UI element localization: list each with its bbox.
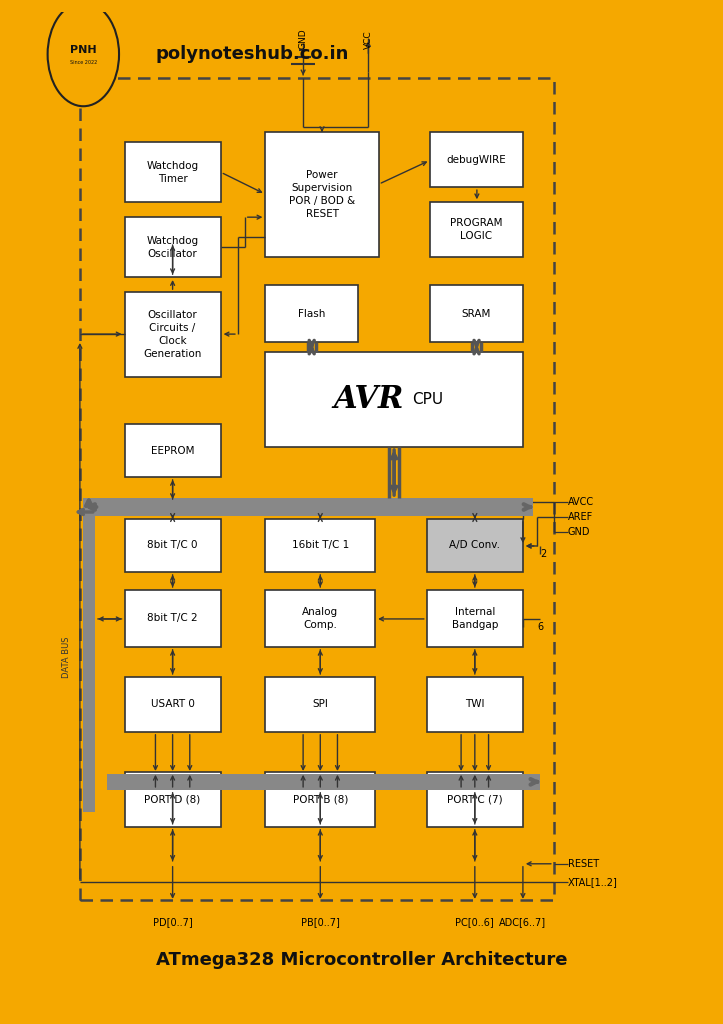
- FancyBboxPatch shape: [265, 519, 375, 572]
- FancyBboxPatch shape: [124, 677, 221, 732]
- Text: debugWIRE: debugWIRE: [447, 155, 506, 165]
- Text: PORT C (7): PORT C (7): [447, 795, 502, 804]
- Text: PORT D (8): PORT D (8): [145, 795, 201, 804]
- Text: AVCC: AVCC: [568, 497, 594, 507]
- FancyBboxPatch shape: [427, 677, 523, 732]
- FancyBboxPatch shape: [107, 774, 540, 790]
- Text: Power
Supervision
POR / BOD &
RESET: Power Supervision POR / BOD & RESET: [289, 170, 355, 219]
- FancyBboxPatch shape: [124, 292, 221, 377]
- Text: PORT B (8): PORT B (8): [293, 795, 348, 804]
- Text: EEPROM: EEPROM: [151, 445, 194, 456]
- Text: 16bit T/C 1: 16bit T/C 1: [291, 541, 349, 551]
- Text: SRAM: SRAM: [462, 308, 491, 318]
- Text: polynoteshub.co.in: polynoteshub.co.in: [155, 45, 348, 63]
- Text: PB[0..7]: PB[0..7]: [301, 916, 340, 927]
- Text: PC[0..6]: PC[0..6]: [455, 916, 495, 927]
- Text: PNH: PNH: [70, 45, 97, 55]
- FancyBboxPatch shape: [265, 590, 375, 647]
- FancyBboxPatch shape: [430, 285, 523, 342]
- Text: Flash: Flash: [298, 308, 325, 318]
- FancyBboxPatch shape: [265, 285, 358, 342]
- Text: 8bit T/C 2: 8bit T/C 2: [147, 613, 198, 624]
- FancyBboxPatch shape: [430, 202, 523, 257]
- FancyBboxPatch shape: [85, 498, 534, 516]
- FancyBboxPatch shape: [427, 519, 523, 572]
- Text: GND: GND: [568, 527, 590, 537]
- Text: AREF: AREF: [568, 512, 593, 522]
- FancyBboxPatch shape: [265, 772, 375, 826]
- Text: Watchdog
Timer: Watchdog Timer: [147, 161, 199, 183]
- FancyBboxPatch shape: [265, 132, 379, 257]
- FancyBboxPatch shape: [124, 772, 221, 826]
- FancyBboxPatch shape: [427, 590, 523, 647]
- FancyBboxPatch shape: [124, 519, 221, 572]
- Text: SPI: SPI: [312, 699, 328, 710]
- Text: XTAL[1..2]: XTAL[1..2]: [568, 877, 617, 887]
- FancyBboxPatch shape: [427, 772, 523, 826]
- Text: VCC: VCC: [364, 31, 373, 49]
- Text: CPU: CPU: [412, 392, 443, 408]
- Text: GND: GND: [299, 29, 307, 49]
- FancyBboxPatch shape: [124, 424, 221, 477]
- FancyBboxPatch shape: [124, 590, 221, 647]
- FancyBboxPatch shape: [265, 352, 523, 447]
- Text: Since 2022: Since 2022: [69, 59, 97, 65]
- FancyBboxPatch shape: [265, 677, 375, 732]
- Circle shape: [48, 2, 119, 106]
- Text: PROGRAM
LOGIC: PROGRAM LOGIC: [450, 218, 502, 241]
- Text: Oscillator
Circuits /
Clock
Generation: Oscillator Circuits / Clock Generation: [143, 310, 202, 358]
- FancyBboxPatch shape: [82, 498, 95, 812]
- Text: Watchdog
Oscillator: Watchdog Oscillator: [147, 236, 199, 258]
- Text: Analog
Comp.: Analog Comp.: [302, 607, 338, 630]
- Text: A/D Conv.: A/D Conv.: [449, 541, 500, 551]
- Text: AVR: AVR: [333, 384, 403, 415]
- Text: 8bit T/C 0: 8bit T/C 0: [147, 541, 198, 551]
- FancyBboxPatch shape: [124, 142, 221, 202]
- Text: USART 0: USART 0: [150, 699, 194, 710]
- FancyBboxPatch shape: [430, 132, 523, 187]
- Text: TWI: TWI: [465, 699, 484, 710]
- Text: Internal
Bandgap: Internal Bandgap: [452, 607, 498, 630]
- Text: DATA BUS: DATA BUS: [61, 636, 71, 678]
- Text: PD[0..7]: PD[0..7]: [153, 916, 192, 927]
- Text: ADC[6..7]: ADC[6..7]: [500, 916, 547, 927]
- FancyBboxPatch shape: [124, 217, 221, 278]
- Text: ATmega328 Microcontroller Architecture: ATmega328 Microcontroller Architecture: [155, 950, 568, 969]
- Text: 2: 2: [540, 549, 547, 559]
- Text: RESET: RESET: [568, 859, 599, 868]
- Text: 6: 6: [537, 622, 543, 632]
